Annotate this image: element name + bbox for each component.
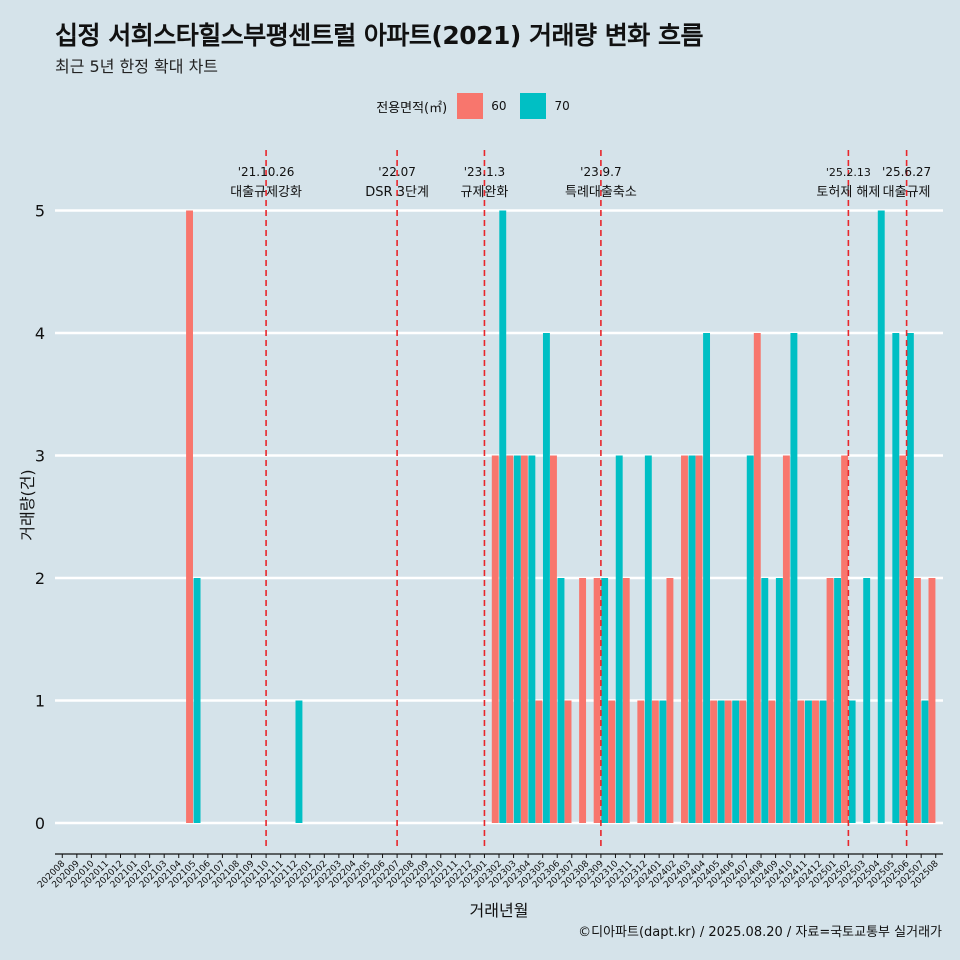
bar-70: [513, 455, 521, 823]
bar-60: [593, 578, 601, 823]
legend-swatch-70: [520, 93, 547, 119]
bar-60: [550, 455, 557, 823]
bar-60: [681, 455, 688, 823]
y-axis-title: 거래량(건): [18, 469, 37, 540]
bar-60: [637, 700, 645, 823]
bar-60: [651, 700, 659, 823]
bar-60: [579, 578, 587, 823]
bar-70: [601, 578, 609, 823]
bar-70: [542, 333, 550, 823]
legend: 전용면적(㎡) 60 70: [0, 93, 960, 119]
bar-70: [659, 700, 667, 823]
y-tick-label: 3: [35, 447, 45, 466]
bar-70: [644, 455, 652, 823]
bar-70: [717, 700, 725, 823]
bar-60: [782, 455, 790, 823]
bar-60: [564, 700, 572, 823]
legend-title: 전용면적(㎡): [376, 100, 448, 116]
legend-item-70: 70: [520, 93, 575, 119]
bar-70: [615, 455, 623, 823]
bar-70: [528, 455, 536, 823]
bar-70: [732, 700, 740, 823]
legend-label-70: 70: [554, 99, 570, 113]
bar-60: [622, 578, 630, 823]
event-date: '23.9.7: [580, 165, 621, 179]
bar-60: [739, 700, 747, 823]
bar-60: [666, 578, 674, 823]
event-label: 특례대출축소: [565, 185, 637, 200]
bar-60: [608, 700, 616, 823]
y-tick-label: 4: [35, 324, 45, 343]
event-label: 대출규제: [883, 185, 931, 200]
x-axis-title: 거래년월: [470, 901, 529, 920]
bar-60: [913, 578, 921, 823]
y-tick-label: 5: [35, 202, 45, 221]
bar-60: [826, 578, 834, 823]
bar-60: [695, 455, 703, 823]
event-date: '23.1.3: [464, 165, 505, 179]
event-date: '25.2.13: [826, 166, 871, 179]
bar-70: [295, 700, 303, 823]
legend-item-60: 60: [457, 93, 512, 119]
bar-60: [797, 700, 805, 823]
legend-label-60: 60: [491, 99, 507, 113]
bar-60: [768, 700, 776, 823]
bar-60: [710, 700, 718, 823]
bar-60: [724, 700, 732, 823]
y-tick-label: 0: [35, 814, 45, 833]
bar-70: [790, 333, 798, 823]
bar-70: [906, 333, 914, 823]
bar-60: [491, 455, 499, 823]
bar-60: [899, 455, 907, 823]
bar-70: [921, 700, 929, 823]
bar-70: [834, 578, 842, 823]
bar-60: [506, 455, 514, 823]
event-label: 토허제 해제: [816, 185, 880, 200]
event-label: DSR 3단계: [365, 185, 429, 200]
source-caption: ©디아파트(dapt.kr) / 2025.08.20 / 자료=국토교통부 실…: [578, 925, 942, 940]
bar-70: [703, 333, 711, 823]
event-date: '22.07: [378, 165, 416, 179]
bar-70: [557, 578, 565, 823]
bar-70: [863, 578, 871, 823]
event-date: '21.10.26: [238, 165, 295, 179]
bar-60: [186, 210, 193, 823]
bar-60: [841, 455, 849, 823]
bar-70: [688, 455, 696, 823]
event-label: 규제완화: [461, 185, 509, 200]
bar-60: [812, 700, 819, 823]
chart-subtitle: 최근 5년 한정 확대 차트: [55, 57, 219, 76]
y-tick-label: 2: [35, 569, 45, 588]
bar-70: [805, 700, 812, 823]
bar-70: [193, 578, 201, 823]
chart-title: 십정 서희스타힐스부평센트럴 아파트(2021) 거래량 변화 흐름: [55, 21, 703, 50]
event-date: '25.6.27: [882, 165, 931, 179]
event-label: 대출규제강화: [230, 185, 302, 200]
bar-70: [761, 578, 769, 823]
bar-70: [819, 700, 827, 823]
bar-70: [775, 578, 783, 823]
y-tick-label: 1: [35, 692, 45, 711]
bar-70: [892, 333, 900, 823]
bar-60: [753, 333, 761, 823]
bar-70: [877, 210, 885, 823]
bar-70: [848, 700, 856, 823]
bar-70: [499, 210, 507, 823]
bar-60: [928, 578, 936, 823]
legend-swatch-60: [457, 93, 484, 119]
bar-60: [535, 700, 543, 823]
bar-70: [746, 455, 754, 823]
bar-60: [520, 455, 528, 823]
